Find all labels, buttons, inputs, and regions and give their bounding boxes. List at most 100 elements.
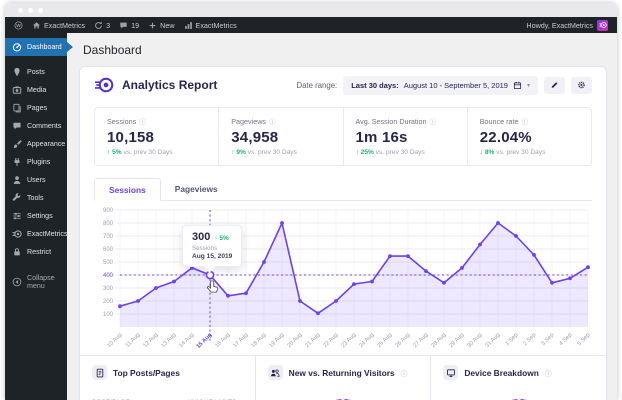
- svg-text:900: 900: [103, 208, 114, 214]
- sidebar-item-settings[interactable]: Settings: [5, 207, 67, 225]
- device-icon-badge: [443, 365, 459, 380]
- stat-value: 34,958: [231, 129, 279, 146]
- sidebar-item-label: Dashboard: [27, 43, 62, 51]
- svg-text:5 Sep: 5 Sep: [576, 332, 591, 347]
- date-range-value: August 10 - September 5, 2019: [403, 80, 508, 90]
- window-control-dot[interactable]: [38, 7, 43, 13]
- window-control-dot[interactable]: [28, 7, 33, 13]
- admin-bar-item-19[interactable]: 19: [119, 21, 139, 30]
- comment-icon: [12, 121, 22, 131]
- admin-bar-item-3[interactable]: 3: [94, 21, 110, 30]
- howdy-link[interactable]: Howdy, ExactMetrics: [526, 20, 593, 30]
- svg-text:17 Aug: 17 Aug: [232, 332, 249, 349]
- svg-text:11 Aug: 11 Aug: [125, 332, 142, 349]
- plus-icon: [148, 21, 157, 30]
- svg-text:16 Aug: 16 Aug: [214, 332, 231, 349]
- stat-sessions: Sessions ⓘ 10,158 ↑ 5% vs. prev 30 Days: [95, 108, 218, 165]
- media-icon: [12, 85, 22, 95]
- em-logo-icon: [598, 21, 607, 29]
- wp-admin-menu: Dashboard Posts Media Pages Comments Appearan…: [5, 33, 73, 400]
- svg-text:31 Aug: 31 Aug: [484, 332, 501, 349]
- sessions-line-chart[interactable]: 100 200 300 400 500 600 700 800 900 10 Aug 11 Aug 1…: [80, 201, 606, 355]
- sidebar-item-comments[interactable]: Comments: [5, 117, 67, 135]
- calendar-icon: [513, 81, 522, 90]
- device-icon: [446, 368, 456, 378]
- report-header: Analytics Report Date range: Last 30 day…: [80, 67, 606, 103]
- sidebar-item-label: Pages: [27, 104, 48, 112]
- admin-bar-left: W ExactMetrics 3 19 New ExactMetrics: [14, 21, 237, 30]
- tooltip-date: Aug 15, 2019: [192, 253, 233, 260]
- info-icon[interactable]: ⓘ: [269, 119, 276, 126]
- admin-bar-item-new[interactable]: New: [148, 21, 175, 30]
- tooltip-trend: ↑ 5%: [214, 235, 229, 242]
- avatar[interactable]: [597, 19, 608, 31]
- date-range-select[interactable]: Last 30 days: August 10 - September 5, 2…: [343, 75, 538, 95]
- sidebar-item-media[interactable]: Media: [5, 81, 67, 99]
- browser-window: W ExactMetrics 3 19 New ExactMetrics Howdy, E…: [5, 3, 617, 400]
- sidebar-item-appearance[interactable]: Appearance: [5, 135, 67, 153]
- sidebar-item-label: ExactMetrics: [27, 230, 68, 238]
- stat-value: 10,158: [107, 129, 155, 146]
- info-icon[interactable]: ⓘ: [521, 119, 529, 126]
- sidebar-item-users[interactable]: Users: [5, 171, 67, 189]
- info-icon[interactable]: ⓘ: [544, 370, 552, 378]
- sidebar-item-tools[interactable]: Tools: [5, 189, 67, 207]
- pin-icon: [12, 67, 22, 77]
- svg-text:22 Aug: 22 Aug: [322, 332, 339, 349]
- sidebar-item-restrict[interactable]: Restrict: [5, 243, 67, 261]
- admin-bar-item-exactmetrics[interactable]: ExactMetrics: [32, 21, 85, 30]
- svg-text:100: 100: [103, 312, 114, 318]
- info-icon[interactable]: ⓘ: [139, 119, 146, 126]
- admin-bar-item-label: 3: [106, 20, 111, 30]
- sidebar-item-label: Tools: [27, 194, 44, 202]
- sidebar-item-posts[interactable]: Posts: [5, 63, 67, 81]
- tab-pageviews[interactable]: Pageviews: [174, 184, 218, 194]
- home-icon: [32, 21, 41, 30]
- stat-pageviews: Pageviews ⓘ 34,958 ↑ 9% vs. prev 30 Days: [218, 108, 342, 165]
- admin-bar-item-exactmetrics[interactable]: ExactMetrics: [184, 21, 237, 30]
- svg-text:W: W: [16, 23, 21, 29]
- sidebar-item-label: Appearance: [27, 140, 66, 148]
- settings-button[interactable]: [571, 76, 592, 94]
- info-icon[interactable]: ⓘ: [400, 370, 408, 378]
- sidebar-item-plugins[interactable]: Plugins: [5, 153, 67, 171]
- stat-trend-note: vs. prev 30 Days: [496, 149, 546, 156]
- wordpress-logo-icon: W: [14, 21, 23, 30]
- tab-sessions[interactable]: Sessions: [94, 178, 161, 201]
- admin-bar-item-wordpress-logo[interactable]: W: [14, 21, 23, 30]
- widget-top-posts-pages: Top Posts/PagesPOST/PAGEUNIQUE VISITS: [80, 356, 255, 400]
- svg-text:27 Aug: 27 Aug: [412, 332, 429, 349]
- chart-tabs: Sessions Pageviews: [94, 178, 592, 201]
- stat-trend-note: vs. prev 30 Days: [375, 149, 425, 156]
- svg-text:19 Aug: 19 Aug: [268, 332, 285, 349]
- lock-icon: [12, 247, 22, 257]
- svg-text:13 Aug: 13 Aug: [160, 332, 177, 349]
- info-icon[interactable]: ⓘ: [429, 119, 436, 126]
- chart-tooltip: 300 ↑ 5% Sessions Aug 15, 2019: [182, 225, 243, 267]
- exactmetrics-logo-icon: [94, 75, 114, 95]
- sidebar-item-label: Media: [27, 86, 47, 94]
- sidebar-item-label: Comments: [27, 122, 62, 130]
- stat-trend: ↓ 8%: [479, 149, 495, 156]
- sidebar-item-label: Posts: [27, 68, 45, 76]
- svg-text:23 Aug: 23 Aug: [340, 332, 357, 349]
- svg-text:26 Aug: 26 Aug: [394, 332, 411, 349]
- gear-icon: [577, 80, 586, 90]
- sidebar-item-pages[interactable]: Pages: [5, 99, 67, 117]
- appearance-icon: [12, 139, 22, 149]
- pages-icon: [12, 103, 22, 113]
- em-logo-icon: [12, 229, 22, 239]
- svg-text:400: 400: [103, 273, 114, 279]
- admin-bar-item-label: 19: [131, 20, 140, 30]
- stat-bounce-rate: Bounce rate ⓘ 22.04% ↓ 8% vs. prev 30 Days: [466, 108, 591, 165]
- window-control-dot[interactable]: [18, 7, 23, 13]
- stat-trend: ↑ 25%: [355, 149, 374, 156]
- sidebar-item-dashboard[interactable]: Dashboard: [5, 38, 73, 56]
- sidebar-item-exactmetrics[interactable]: ExactMetrics: [5, 225, 68, 243]
- stat-trend-note: vs. prev 30 Days: [247, 149, 297, 156]
- edit-report-button[interactable]: [544, 76, 565, 94]
- svg-text:10 Aug: 10 Aug: [106, 332, 123, 349]
- sidebar-item-collapse-menu[interactable]: Collapse menu: [5, 270, 67, 294]
- sidebar-item-label: Users: [27, 176, 46, 184]
